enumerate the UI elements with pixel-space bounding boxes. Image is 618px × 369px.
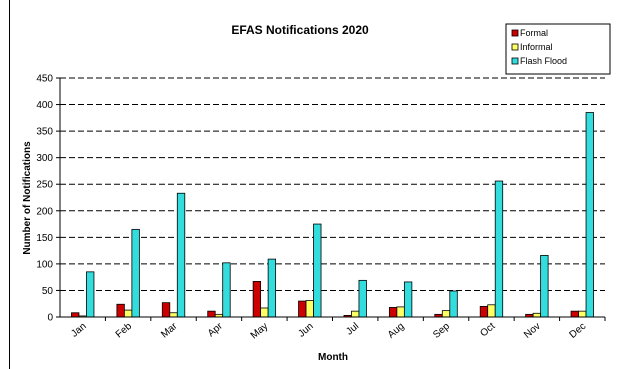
- x-axis-label: Month: [318, 352, 348, 363]
- y-tick-label: 300: [36, 153, 53, 164]
- bar-formal-mar: [161, 302, 171, 318]
- y-tick-label: 350: [36, 127, 53, 138]
- bar-flash-flood-may: [267, 258, 277, 318]
- x-tick-label: Jan: [69, 321, 88, 340]
- y-axis-label: Number of Notifications: [22, 141, 33, 255]
- x-tick-label: Sep: [431, 321, 452, 341]
- bar-flash-flood-jul: [358, 279, 367, 318]
- bar-formal-jun: [298, 300, 307, 318]
- bar-flash-flood-nov: [540, 254, 549, 318]
- legend-swatch: [511, 57, 519, 65]
- x-tick-label: Mar: [159, 320, 180, 340]
- bar-informal-nov: [532, 312, 542, 318]
- legend-label: Flash Flood: [520, 56, 567, 66]
- bar-informal-jul: [351, 310, 360, 318]
- bar-formal-oct: [479, 305, 489, 318]
- bar-flash-flood-aug: [403, 281, 413, 318]
- x-tick-label: Nov: [522, 321, 543, 341]
- bar-flash-flood-sep: [449, 290, 458, 318]
- bar-informal-oct: [487, 304, 496, 318]
- bar-informal-aug: [396, 306, 405, 318]
- x-axis-ticks: Jan Feb Mar Apr May Jun Jul Aug Sep Oct Nov Dec: [69, 317, 606, 342]
- legend-label: Formal: [520, 28, 548, 38]
- y-tick-label: 400: [36, 100, 53, 111]
- bar-formal-aug: [388, 307, 398, 318]
- legend-box: [505, 23, 611, 75]
- y-tick-label: 150: [36, 233, 53, 244]
- bar-informal-dec: [578, 310, 587, 318]
- bar-flash-flood-apr: [222, 262, 231, 318]
- x-tick-label: Dec: [568, 321, 589, 341]
- y-tick-label: 200: [36, 206, 53, 217]
- x-tick-label: Oct: [478, 321, 497, 340]
- x-tick-label: May: [249, 321, 271, 342]
- bar-formal-feb: [116, 303, 125, 318]
- y-tick-label: 250: [36, 180, 53, 191]
- bar-flash-flood-oct: [494, 180, 504, 318]
- x-tick-label: Aug: [386, 321, 407, 341]
- legend: Formal Informal Flash Flood: [505, 23, 611, 75]
- bar-flash-flood-mar: [176, 192, 186, 318]
- x-tick-label: Feb: [114, 321, 135, 341]
- bars: [71, 112, 594, 318]
- y-tick-label: 0: [47, 313, 53, 324]
- bar-flash-flood-dec: [585, 112, 594, 318]
- bar-formal-apr: [207, 310, 216, 318]
- y-tick-label: 100: [36, 259, 53, 270]
- bar-informal-sep: [441, 310, 451, 318]
- bar-flash-flood-jun: [313, 223, 322, 318]
- bar-formal-dec: [570, 310, 579, 318]
- bar-informal-may: [260, 307, 269, 318]
- bar-informal-jun: [305, 300, 314, 318]
- legend-label: Informal: [520, 42, 553, 52]
- bar-flash-flood-feb: [131, 228, 140, 318]
- legend-swatch: [511, 29, 519, 37]
- y-axis-ticks: 0 50 100 150 200 250 300 350 400 450: [36, 74, 60, 324]
- legend-swatch: [511, 43, 519, 51]
- bar-informal-feb: [123, 309, 133, 318]
- left-border-line: [9, 0, 10, 369]
- bar-informal-mar: [169, 312, 178, 318]
- x-tick-label: Jul: [344, 321, 361, 338]
- chart-title: EFAS Notifications 2020: [231, 23, 369, 37]
- gridlines: [60, 77, 605, 291]
- x-tick-label: Jun: [296, 321, 315, 340]
- x-tick-label: Apr: [206, 320, 226, 339]
- bar-flash-flood-jan: [86, 271, 95, 318]
- bar-formal-may: [252, 281, 262, 318]
- y-tick-label: 450: [36, 74, 53, 85]
- y-tick-label: 50: [42, 286, 54, 297]
- bar-formal-jan: [71, 312, 80, 318]
